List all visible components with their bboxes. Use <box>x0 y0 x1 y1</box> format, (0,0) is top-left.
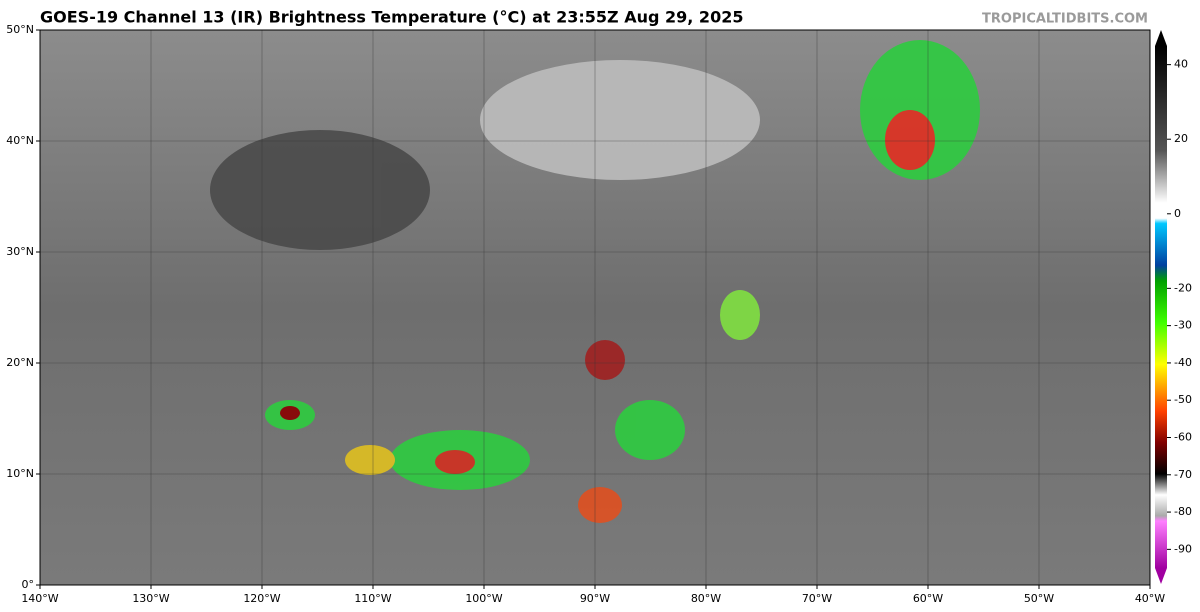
colorbar-tick-label: -30 <box>1174 319 1192 332</box>
lon-tick-label: 120°W <box>243 592 280 605</box>
lat-tick-label: 50°N <box>6 23 34 36</box>
colorbar-tick-label: 20 <box>1174 132 1188 145</box>
lon-tick-label: 130°W <box>132 592 169 605</box>
watermark: TROPICALTIDBITS.COM <box>982 12 1148 27</box>
colorbar-tick-label: 40 <box>1174 58 1188 71</box>
lat-tick-label: 10°N <box>6 467 34 480</box>
lon-tick-label: 60°W <box>913 592 943 605</box>
colorbar-tick-label: -50 <box>1174 393 1192 406</box>
lon-tick-label: 40°W <box>1135 592 1165 605</box>
lon-tick-label: 100°W <box>465 592 502 605</box>
colorbar-tick-label: -40 <box>1174 356 1192 369</box>
lon-tick-label: 110°W <box>354 592 391 605</box>
colorbar-tick-label: -70 <box>1174 468 1192 481</box>
colorbar-tick-label: -20 <box>1174 281 1192 294</box>
colorbar-tick-label: 0 <box>1174 207 1181 220</box>
colorbar-tick-label: -90 <box>1174 542 1192 555</box>
lat-tick-label: 20°N <box>6 356 34 369</box>
colorbar-arrow-top <box>1155 30 1167 46</box>
cloud-features <box>210 40 980 523</box>
lat-tick-label: 30°N <box>6 245 34 258</box>
lon-tick-label: 80°W <box>691 592 721 605</box>
colorbar <box>1155 46 1167 568</box>
colorbar-tick-label: -60 <box>1174 431 1192 444</box>
colorbar-arrow-bottom <box>1155 568 1167 584</box>
lon-tick-label: 90°W <box>580 592 610 605</box>
title: GOES-19 Channel 13 (IR) Brightness Tempe… <box>40 8 743 27</box>
lat-tick-label: 40°N <box>6 134 34 147</box>
lon-tick-label: 140°W <box>21 592 58 605</box>
colorbar-tick-label: -80 <box>1174 505 1192 518</box>
lon-tick-label: 50°W <box>1024 592 1054 605</box>
lon-tick-label: 70°W <box>802 592 832 605</box>
lat-tick-label: 0° <box>22 578 35 591</box>
